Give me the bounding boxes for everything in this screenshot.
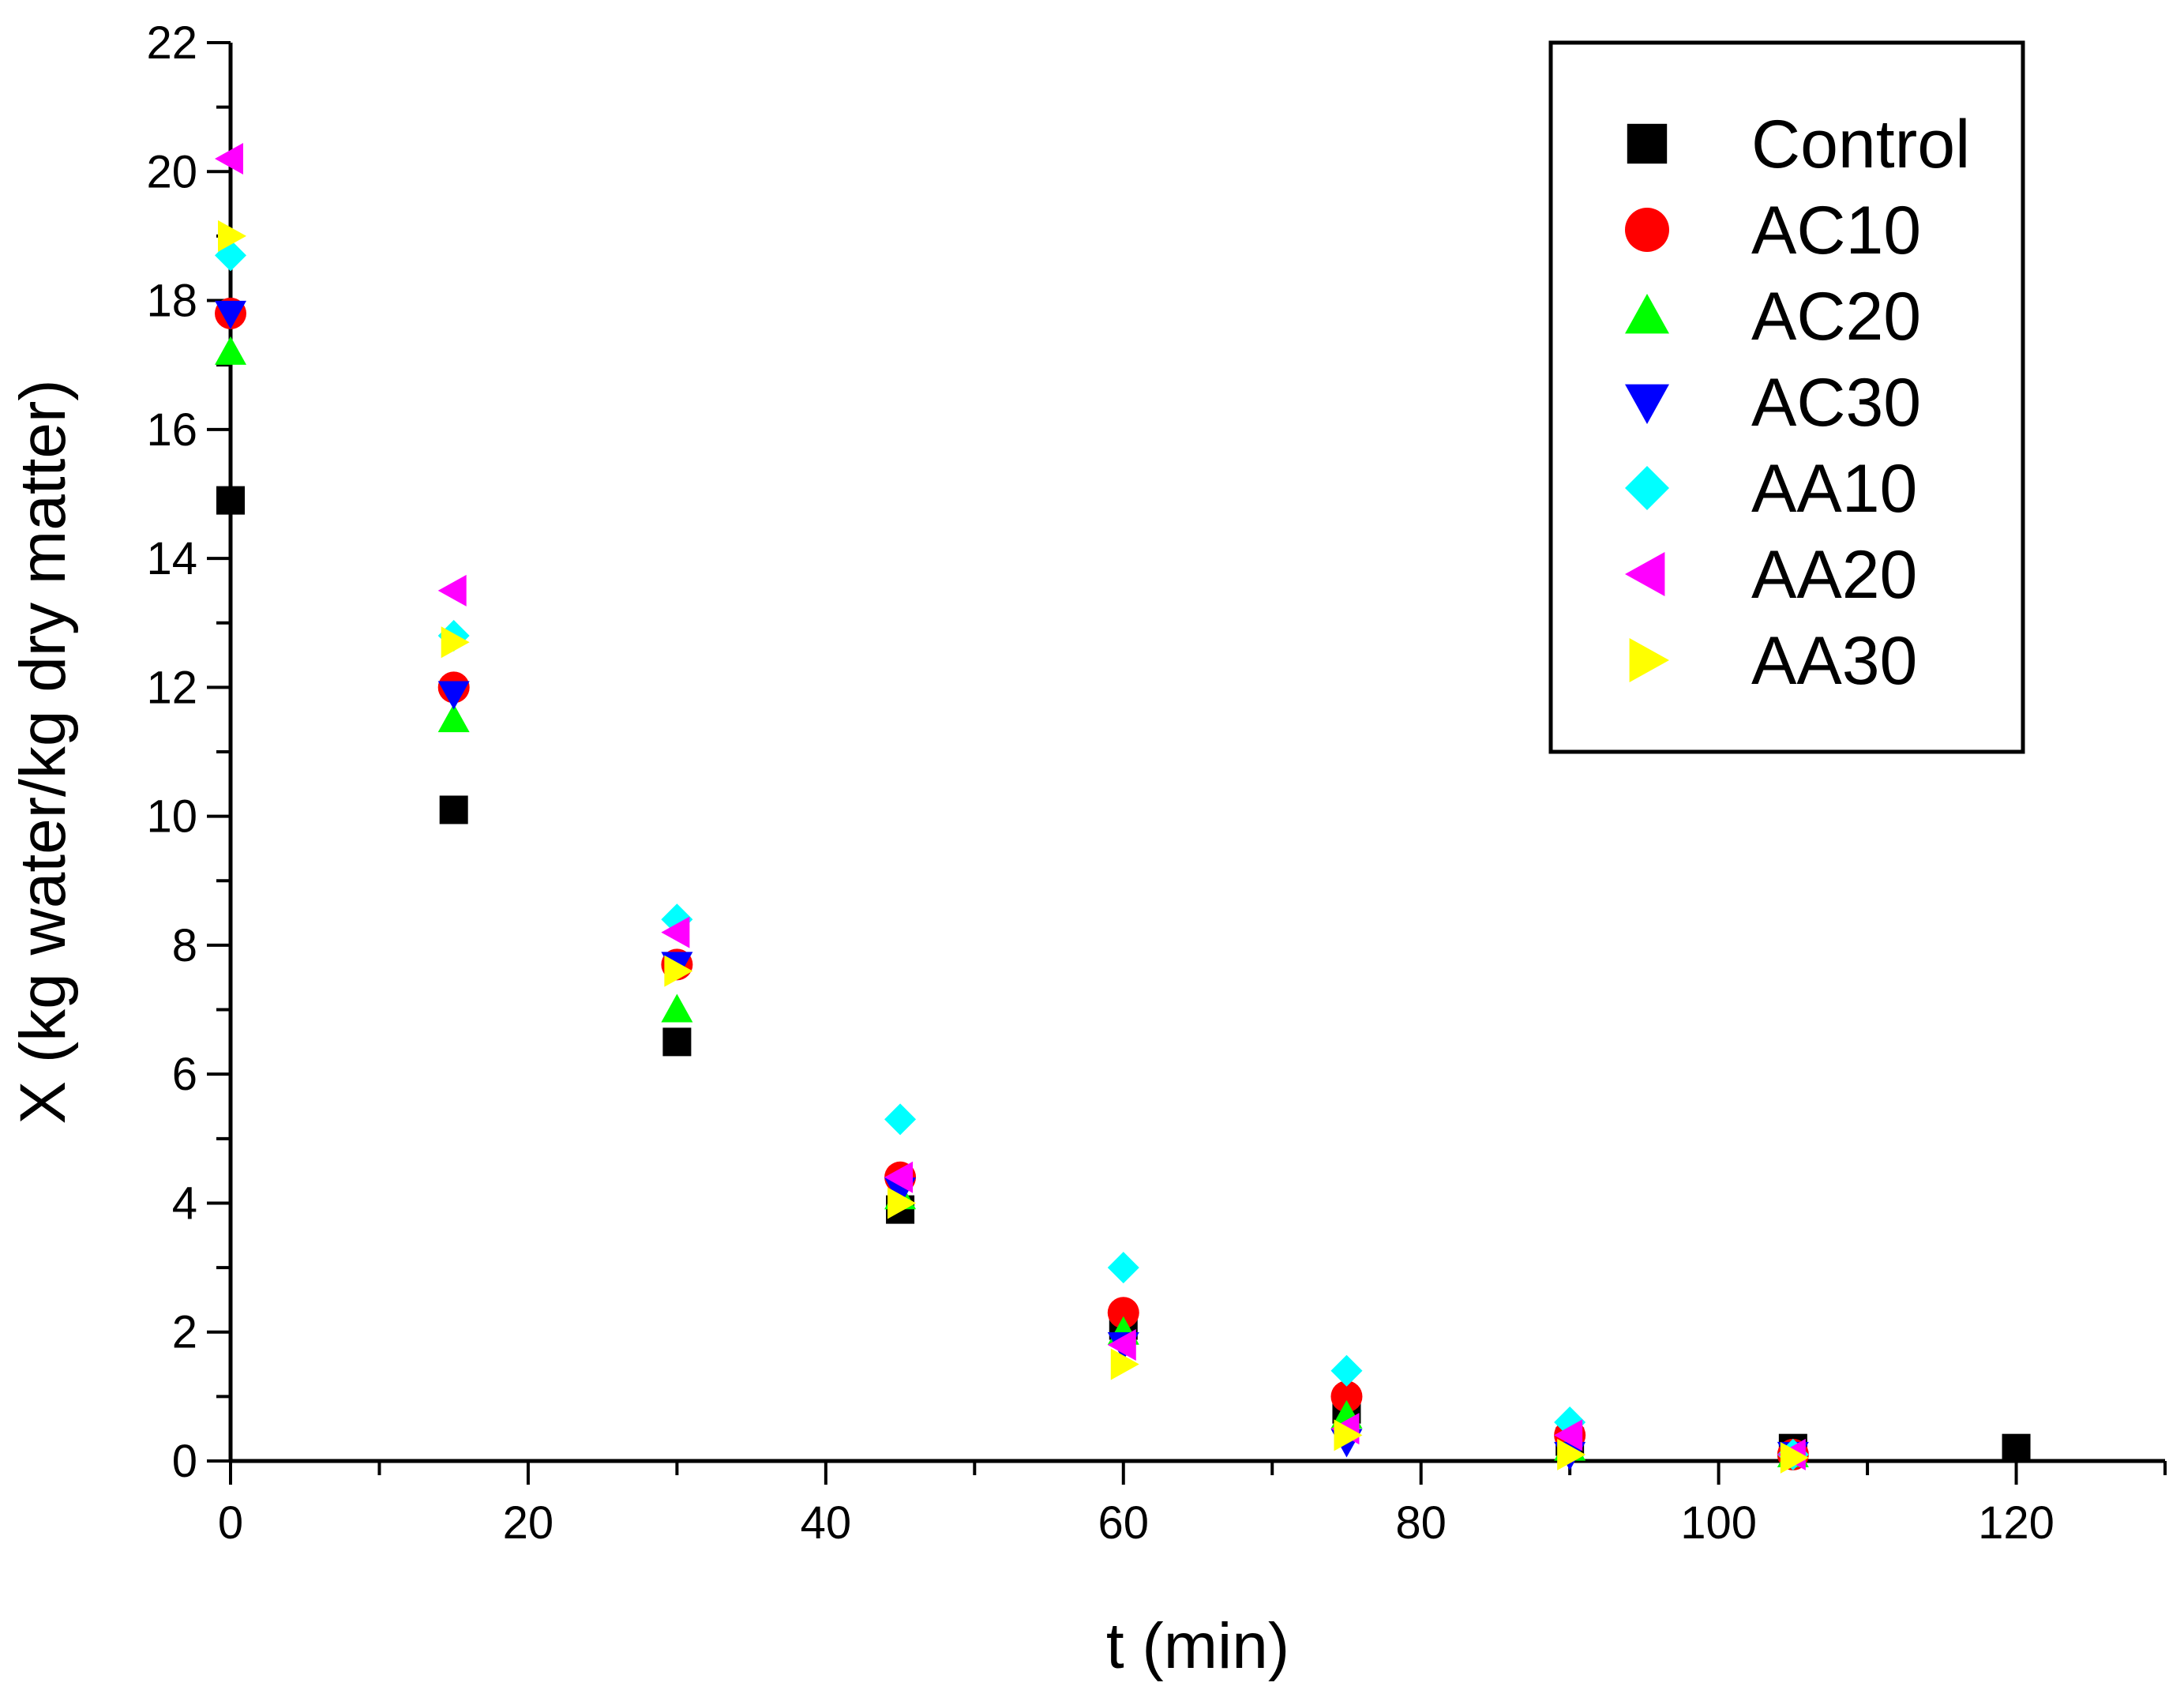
x-tick-label: 40 <box>801 1497 852 1549</box>
data-point-ac30 <box>215 300 246 329</box>
legend-label-control: Control <box>1751 107 1970 182</box>
data-point-aa20 <box>661 916 690 948</box>
series-aa30 <box>218 220 1809 1474</box>
data-point-ac20 <box>215 336 246 365</box>
legend-label-ac20: AC20 <box>1751 279 1921 355</box>
data-point-aa20 <box>215 142 243 175</box>
data-point-aa10 <box>1107 1252 1139 1284</box>
legend-marker-aa30 <box>1629 638 1669 682</box>
data-point-ac10 <box>1107 1297 1139 1329</box>
legend-marker-ac30 <box>1625 384 1669 424</box>
data-point-ac20 <box>437 704 470 733</box>
y-tick-label: 2 <box>172 1307 197 1358</box>
legend-label-ac30: AC30 <box>1751 365 1921 441</box>
data-point-aa30 <box>441 626 470 659</box>
legend-marker-aa10 <box>1625 466 1669 510</box>
data-point-aa30 <box>1334 1419 1363 1452</box>
legend-label-aa10: AA10 <box>1751 451 1917 527</box>
x-tick-label: 80 <box>1395 1497 1447 1549</box>
legend-marker-control <box>1627 123 1668 164</box>
data-point-aa30 <box>1557 1438 1586 1470</box>
data-point-aa20 <box>1554 1419 1583 1452</box>
x-tick-label: 20 <box>503 1497 554 1549</box>
data-point-aa10 <box>884 1103 917 1136</box>
data-point-aa20 <box>884 1161 914 1193</box>
y-tick-label: 8 <box>172 920 197 971</box>
data-point-aa20 <box>1107 1329 1136 1361</box>
data-point-ac20 <box>661 993 693 1023</box>
y-tick-label: 20 <box>146 146 197 197</box>
data-marks <box>215 142 2031 1474</box>
data-point-aa10 <box>1330 1354 1363 1387</box>
data-point-control <box>216 486 245 515</box>
data-point-aa30 <box>1780 1441 1809 1474</box>
legend-label-aa20: AA20 <box>1751 537 1917 613</box>
x-axis-title: t (min) <box>1106 1610 1289 1682</box>
x-tick-label: 60 <box>1098 1497 1150 1549</box>
legend-marker-ac10 <box>1625 208 1669 252</box>
data-point-control <box>2002 1433 2031 1463</box>
y-tick-label: 22 <box>146 17 197 69</box>
data-point-aa30 <box>664 955 693 987</box>
legend-label-aa30: AA30 <box>1751 623 1917 699</box>
y-tick-label: 0 <box>172 1436 197 1487</box>
y-tick-label: 14 <box>146 533 197 584</box>
y-tick-label: 18 <box>146 276 197 327</box>
data-point-aa30 <box>1110 1348 1139 1380</box>
y-tick-label: 6 <box>172 1049 197 1100</box>
data-point-aa20 <box>437 574 467 607</box>
data-point-aa30 <box>887 1187 917 1219</box>
data-point-aa30 <box>218 220 246 252</box>
legend: Control AC10 AC20 AC30 AA10 AA20 AA30 <box>1548 40 2025 754</box>
data-point-control <box>439 795 468 824</box>
x-tick-label: 120 <box>1978 1497 2055 1549</box>
y-tick-label: 10 <box>146 791 197 843</box>
y-tick-label: 12 <box>146 662 197 713</box>
axes: 0 20 40 60 80 100 120 0 2 4 6 8 10 12 14 16 18 20 22 <box>146 17 2167 1549</box>
data-point-ac30 <box>437 681 470 710</box>
y-axis-title: X (kg water/kg dry matter) <box>7 379 79 1124</box>
y-tick-label: 4 <box>172 1177 197 1229</box>
legend-label-ac10: AC10 <box>1751 193 1921 269</box>
x-tick-label: 100 <box>1680 1497 1757 1549</box>
data-point-ac10 <box>1330 1380 1363 1413</box>
data-point-control <box>662 1027 692 1057</box>
x-tick-label: 0 <box>218 1497 243 1549</box>
legend-marker-aa20 <box>1625 552 1665 596</box>
legend-marker-ac20 <box>1625 294 1669 334</box>
y-tick-label: 16 <box>146 404 197 456</box>
